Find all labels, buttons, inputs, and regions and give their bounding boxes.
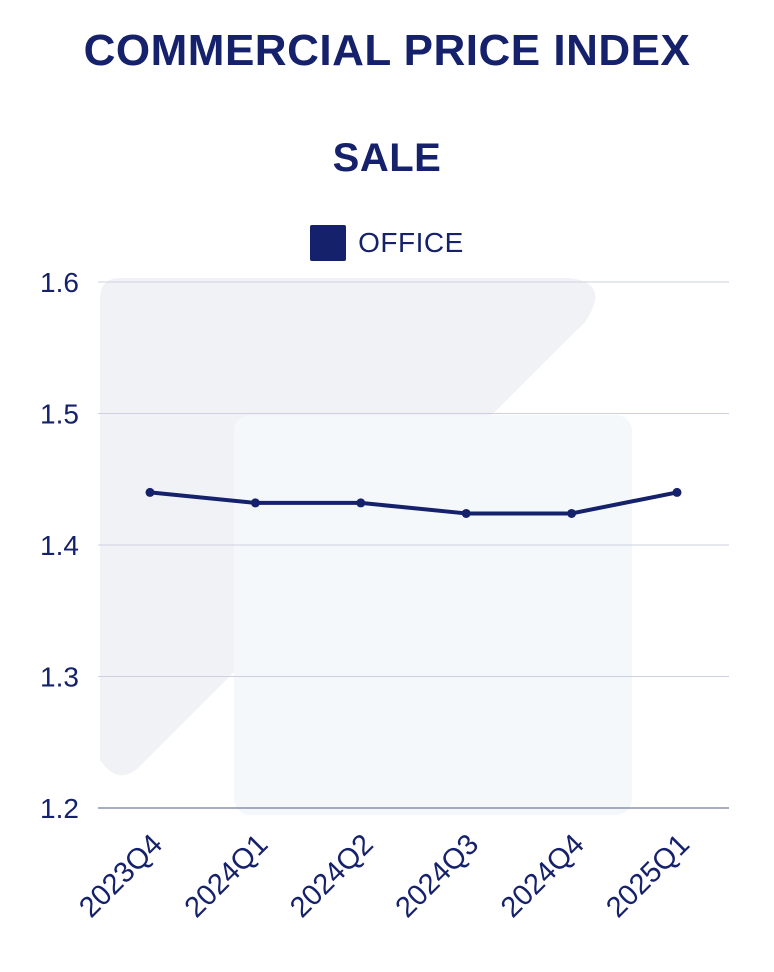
legend: OFFICE xyxy=(0,225,774,261)
data-point[interactable] xyxy=(567,508,577,518)
watermark-logo xyxy=(100,278,632,815)
y-tick-label: 1.2 xyxy=(40,793,79,824)
y-tick-label: 1.6 xyxy=(40,267,79,298)
data-point[interactable] xyxy=(250,498,260,508)
x-tick-label: 2024Q3 xyxy=(390,828,486,924)
x-tick-label: 2023Q4 xyxy=(73,828,169,924)
legend-label-office: OFFICE xyxy=(358,227,464,258)
y-tick-label: 1.3 xyxy=(40,662,79,693)
series-line-office xyxy=(148,490,679,516)
chart-subtitle: SALE xyxy=(332,136,442,180)
x-tick-label: 2025Q1 xyxy=(600,828,696,924)
y-tick-label: 1.5 xyxy=(40,399,79,430)
x-axis-ticks: 2023Q4 2024Q1 2024Q2 2024Q3 2024Q4 2025Q1 xyxy=(73,828,696,924)
watermark-shape-light xyxy=(234,415,632,815)
data-point[interactable] xyxy=(145,487,155,497)
data-point[interactable] xyxy=(461,508,471,518)
data-point[interactable] xyxy=(672,487,682,497)
x-tick-label: 2024Q2 xyxy=(284,828,380,924)
chart-title: COMMERCIAL PRICE INDEX xyxy=(83,26,691,75)
data-point[interactable] xyxy=(356,498,366,508)
y-axis-ticks: 1.2 1.3 1.4 1.5 1.6 xyxy=(40,267,79,824)
series-office xyxy=(145,487,682,518)
x-tick-label: 2024Q4 xyxy=(495,828,591,924)
legend-swatch-office xyxy=(310,225,347,261)
y-tick-label: 1.4 xyxy=(40,530,79,561)
x-tick-label: 2024Q1 xyxy=(179,828,275,924)
grid xyxy=(98,281,729,809)
